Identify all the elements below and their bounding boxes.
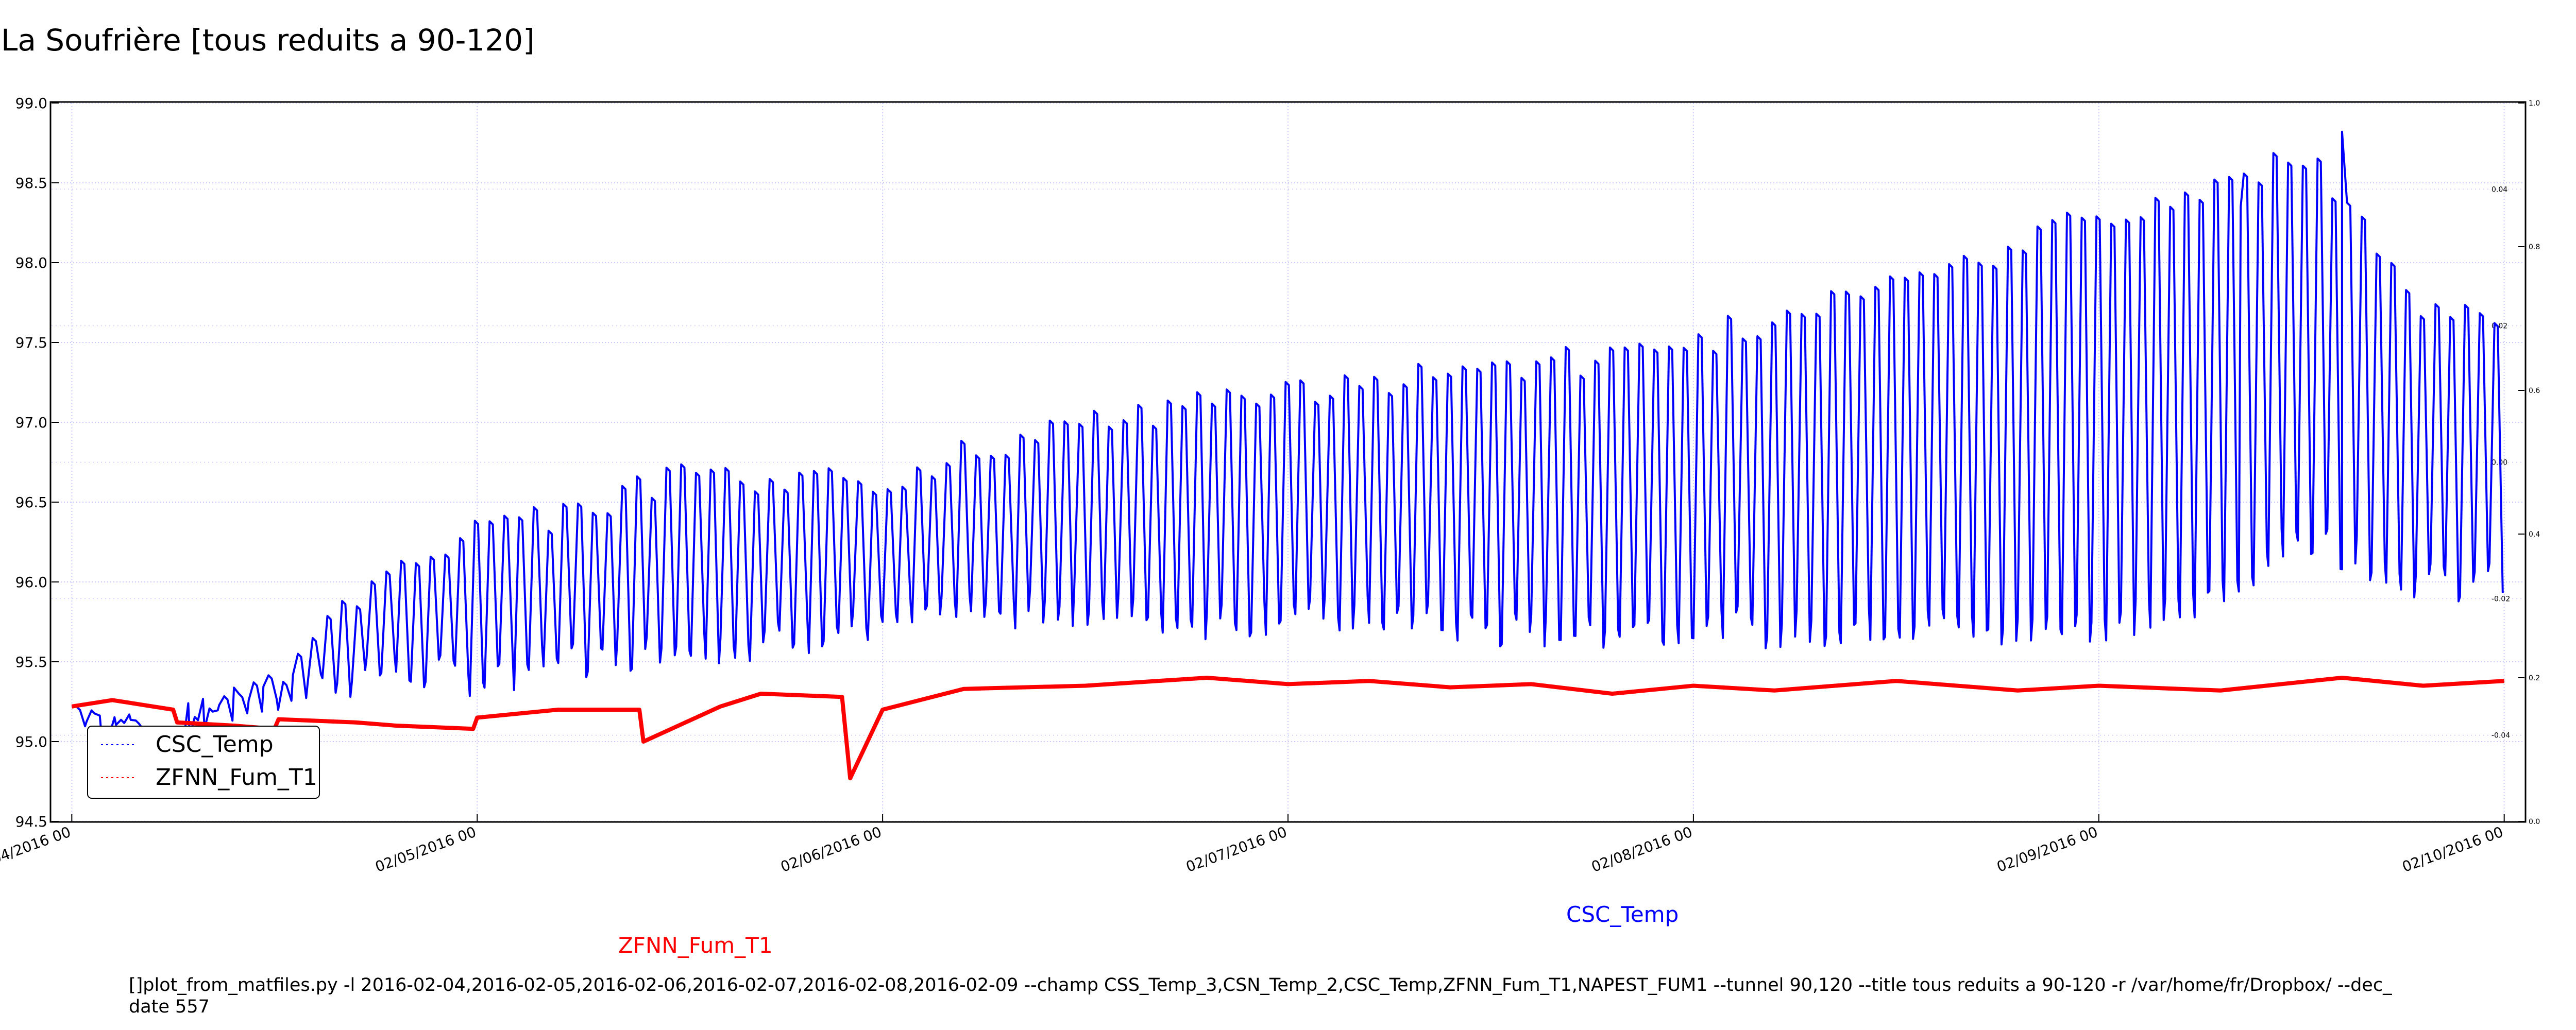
- x-tick-label: 02/04/2016 00: [0, 823, 73, 876]
- legend: CSC_Temp ZFNN_Fum_T1: [87, 726, 320, 799]
- y-axis-ticks: 94.5 95.0 95.5 96.0 96.5 97.0 97.5 98.0 98.5 99.0: [15, 95, 59, 830]
- y-tick-label: 98.5: [15, 175, 47, 192]
- right-tick-label: 0.8: [2529, 243, 2540, 251]
- x-tick-label: 02/09/2016 00: [1994, 823, 2100, 876]
- right-tick-label: 1.0: [2529, 99, 2540, 108]
- series-line-zfnn-fum-t1: [71, 676, 2504, 781]
- right-inner-tick-label: -0.02: [2492, 595, 2510, 604]
- series-label-zfnn: ZFNN_Fum_T1: [618, 933, 773, 958]
- y-tick-label: 95.5: [15, 654, 47, 671]
- grid-lines: [52, 102, 2524, 822]
- right-tick-label: 0.4: [2529, 530, 2540, 539]
- series-zfnn-fum-t1: [71, 676, 2504, 781]
- right-tick-label: 0.6: [2529, 387, 2540, 395]
- x-tick-label: 02/08/2016 00: [1589, 823, 1694, 876]
- series-label-csc: CSC_Temp: [1566, 902, 1679, 927]
- legend-label-csc: CSC_Temp: [156, 731, 274, 758]
- right-tick-label: 0.0: [2529, 818, 2540, 826]
- plot-frame: [49, 101, 2527, 823]
- command-line-text: []plot_from_matfiles.py -l 2016-02-04,20…: [129, 975, 2392, 1017]
- x-tick-label: 02/05/2016 00: [373, 823, 479, 876]
- x-axis-ticks: 02/04/2016 00 02/05/2016 00 02/06/2016 00 0…: [0, 814, 2505, 876]
- x-tick-label: 02/07/2016 00: [1184, 823, 1290, 876]
- y-tick-label: 94.5: [15, 813, 47, 830]
- x-tick-label: 02/06/2016 00: [778, 823, 884, 876]
- right-axis-ticks: 0.00.20.40.60.81.0-0.04-0.020.000.020.04: [2492, 99, 2540, 826]
- y-tick-label: 95.0: [15, 733, 47, 750]
- x-tick-label: 02/10/2016 00: [2400, 823, 2505, 876]
- right-tick-label: 0.2: [2529, 674, 2540, 682]
- y-tick-label: 96.5: [15, 494, 47, 511]
- y-tick-label: 98.0: [15, 254, 47, 271]
- chart-title: La Soufrière [tous reduits a 90-120]: [1, 23, 535, 58]
- y-tick-label: 99.0: [15, 95, 47, 112]
- y-tick-label: 97.5: [15, 334, 47, 351]
- series-line-csc-temp: [72, 130, 2504, 751]
- y-tick-label: 97.0: [15, 414, 47, 431]
- legend-label-zfnn: ZFNN_Fum_T1: [156, 764, 317, 791]
- right-inner-tick-label: -0.04: [2492, 732, 2510, 740]
- legend-box: [87, 726, 320, 799]
- y-tick-label: 96.0: [15, 574, 47, 591]
- series-csc-temp: [72, 130, 2504, 751]
- right-inner-tick-label: 0.04: [2492, 185, 2507, 194]
